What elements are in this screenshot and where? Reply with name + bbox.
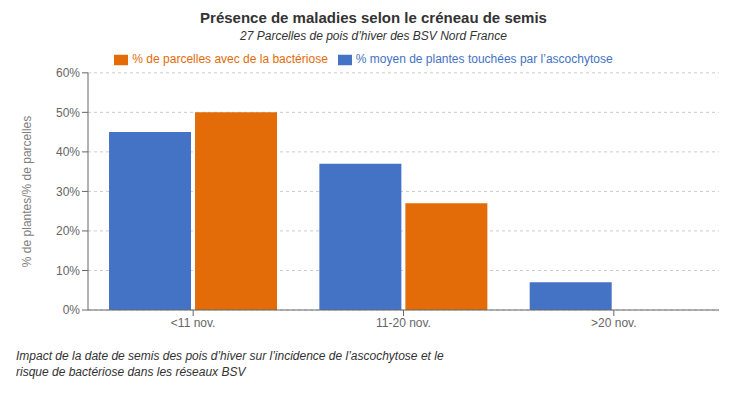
svg-text:11-20 nov.: 11-20 nov.: [376, 316, 431, 330]
html-text:% moyen de plantes touchées pa: % moyen de plantes touchées par l’ascoch…: [355, 52, 613, 66]
svg-text:60%: 60%: [56, 66, 80, 80]
svg-text:% de plantes/% de parcelles: % de plantes/% de parcelles: [20, 116, 34, 267]
svg-text:40%: 40%: [56, 145, 80, 159]
svg-text:0%: 0%: [63, 303, 81, 317]
svg-text:30%: 30%: [56, 185, 80, 199]
html-text:27 Parcelles de pois d’hiver d: 27 Parcelles de pois d’hiver des BSV Nor…: [240, 29, 507, 43]
svg-text:>20 nov.: >20 nov.: [591, 316, 636, 330]
html-text:Présence de maladies selon le: Présence de maladies selon le créneau de…: [200, 9, 547, 26]
svg-text:20%: 20%: [56, 224, 80, 238]
svg-text:<11 nov.: <11 nov.: [171, 316, 216, 330]
svg-text:10%: 10%: [56, 264, 80, 278]
svg-text:50%: 50%: [56, 106, 80, 120]
html-text:% de parcelles avec de la bact: % de parcelles avec de la bactériose: [132, 52, 328, 66]
html-text:Impact de la date de semis des: Impact de la date de semis des pois d’hi…: [16, 349, 444, 379]
